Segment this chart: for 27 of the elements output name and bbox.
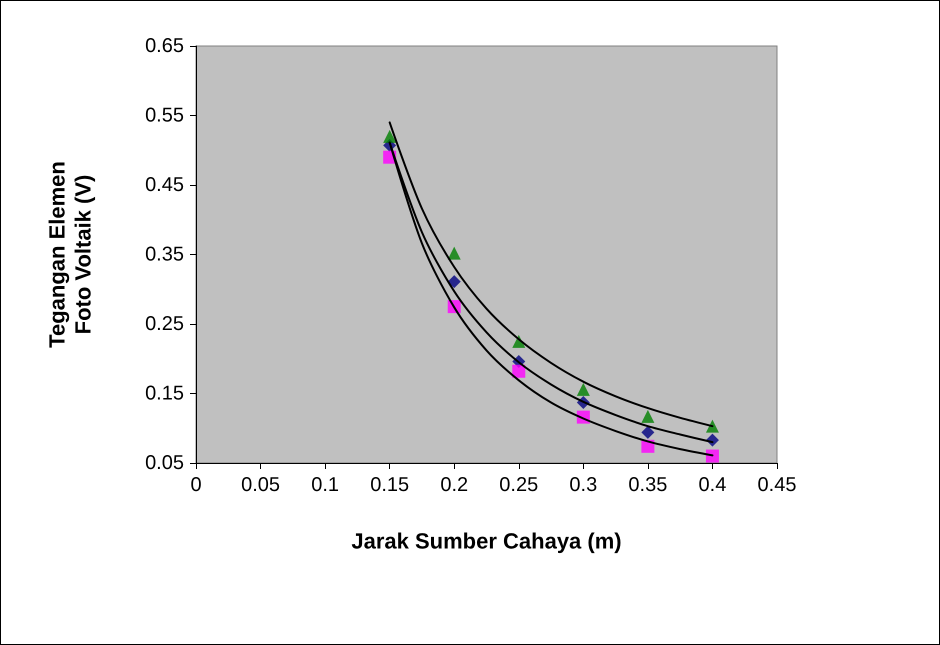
x-tick-label: 0.05: [241, 474, 280, 496]
y-tick-label: 0.05: [145, 452, 184, 474]
y-tick-label: 0.25: [145, 313, 184, 335]
x-tick-label: 0.35: [628, 474, 668, 496]
y-tick-label: 0.35: [145, 244, 184, 266]
x-axis-title: Jarak Sumber Cahaya (m): [351, 528, 622, 554]
x-tick-label: 0.4: [698, 474, 726, 496]
x-tick-label: 0.3: [569, 474, 598, 496]
point: [512, 364, 526, 378]
point: [383, 130, 396, 143]
y-tick-label: 0.45: [145, 174, 184, 196]
x-tick-label: 0.1: [311, 474, 340, 496]
x-tick-label: 0.2: [440, 474, 468, 496]
point: [641, 426, 654, 439]
point: [448, 275, 461, 288]
point: [706, 450, 719, 463]
x-tick-label: 0.45: [758, 474, 796, 496]
y-axis-title: Tegangan Elemen Foto Voltaik (V): [44, 161, 96, 348]
y-tick-label: 0.55: [145, 104, 184, 126]
point: [576, 382, 590, 396]
y-tick-label: 0.65: [145, 35, 184, 57]
point: [641, 410, 654, 423]
x-tick-label: 0.15: [370, 474, 410, 496]
y-tick-label: 0.15: [145, 382, 184, 404]
x-tick-label: 0.25: [499, 474, 538, 496]
point: [448, 246, 461, 260]
x-tick-label: 0: [190, 474, 202, 496]
